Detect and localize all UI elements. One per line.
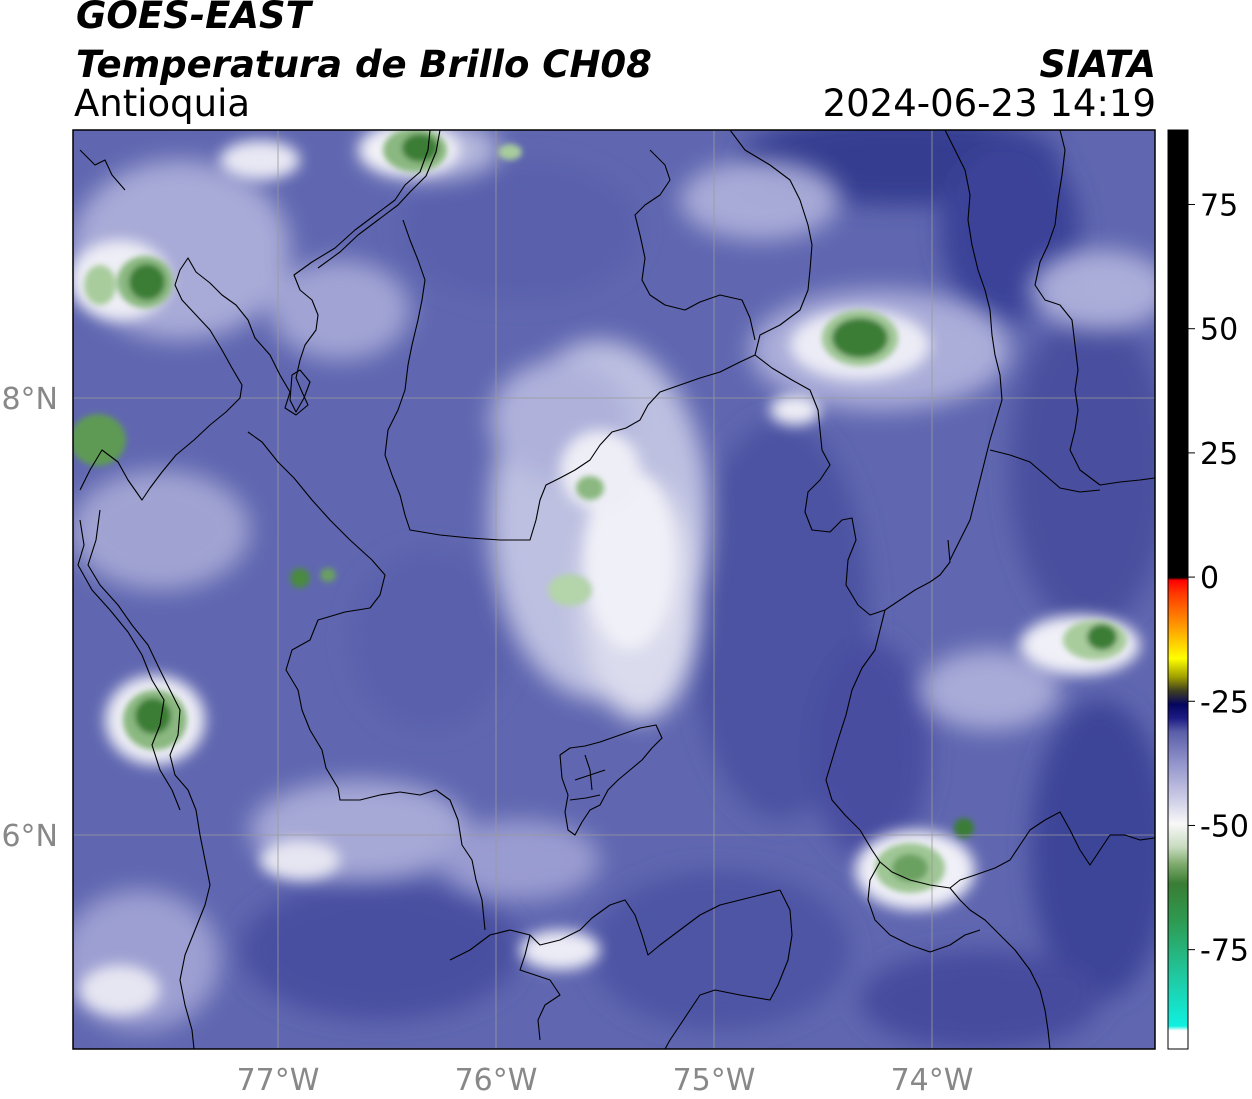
colorbar-gradient <box>1168 130 1188 1049</box>
longitude-labels: 77°W 76°W 75°W 74°W <box>237 1063 974 1098</box>
caribbean-coastline-outer <box>317 130 441 269</box>
gulf-uraba-islands <box>289 369 311 413</box>
magdalena-border <box>949 887 1051 1049</box>
datetime-label: 2024-06-23 14:19 <box>822 82 1156 125</box>
department-border-east <box>664 889 793 1049</box>
region-label: Antioquia <box>74 82 251 125</box>
caribbean-coastline <box>79 130 431 501</box>
lon-tick-label: 76°W <box>455 1063 538 1098</box>
colorbar-tick-label: 50 <box>1200 313 1238 348</box>
product-title: Temperatura de Brillo CH08 <box>76 43 652 86</box>
lat-tick-label: 8°N <box>1 382 58 417</box>
lon-tick-label: 77°W <box>237 1063 320 1098</box>
colorbar-tick-label: -25 <box>1200 685 1249 720</box>
brightness-temperature-field <box>73 130 1155 1049</box>
santander-border <box>867 861 981 953</box>
department-border-south <box>519 934 561 1041</box>
colorbar: 75 50 25 0 -25 -50 -75 <box>1167 129 1249 1050</box>
lon-tick-label: 75°W <box>673 1063 756 1098</box>
colorbar-ticks: 75 50 25 0 -25 -50 -75 <box>1188 189 1249 969</box>
colorbar-tick-label: -75 <box>1200 934 1249 969</box>
north-central-border <box>634 149 756 341</box>
municipal-inner-lines <box>569 754 606 801</box>
colorbar-tick-label: 0 <box>1200 561 1219 596</box>
lon-tick-label: 74°W <box>891 1063 974 1098</box>
cesar-border <box>944 130 1003 561</box>
municipal-inner-border <box>559 724 663 836</box>
map-frame <box>72 129 1156 1050</box>
colorbar-tick-label: -50 <box>1200 809 1249 844</box>
pacific-coastline <box>87 509 211 1049</box>
boundaries-and-coastlines <box>77 130 1155 1049</box>
cold-cloud-tops <box>73 130 1127 893</box>
antioquia-border-south <box>825 609 951 889</box>
colorbar-tick-label: 25 <box>1200 437 1238 472</box>
map-gridlines <box>73 130 1155 1049</box>
colorbar-frame <box>1167 129 1189 1050</box>
organization-label: SIATA <box>1039 43 1156 86</box>
boyaca-border <box>949 811 1155 889</box>
latitude-labels: 8°N 6°N <box>1 382 58 854</box>
antioquia-border-east <box>754 354 951 616</box>
dark-blue-regions <box>240 130 1155 1049</box>
satellite-title: GOES-EAST <box>76 0 311 37</box>
lat-tick-label: 6°N <box>1 819 58 854</box>
antioquia-border-north <box>384 219 756 541</box>
colorbar-tick-label: 75 <box>1200 189 1238 224</box>
venezuela-border <box>1034 130 1155 486</box>
northeast-border <box>729 130 813 356</box>
east-border-lower <box>989 449 1101 493</box>
department-border-west <box>247 431 486 931</box>
pacific-coastline-inner <box>77 519 181 811</box>
northwest-coast <box>79 149 126 191</box>
department-border-south-west <box>449 889 781 961</box>
